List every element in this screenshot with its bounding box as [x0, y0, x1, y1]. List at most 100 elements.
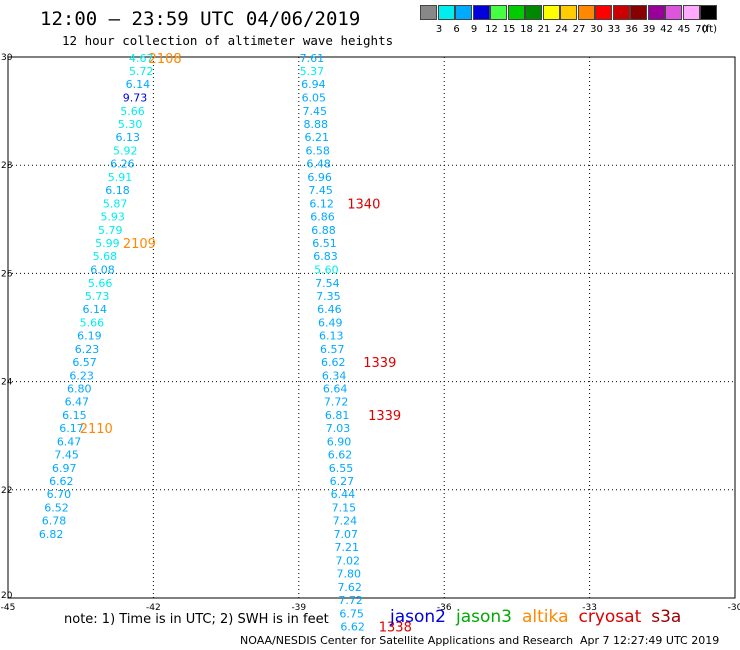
- wave-height-label: 6.08: [90, 264, 115, 277]
- wave-height-label: 6.86: [310, 211, 335, 224]
- wave-height-label: 6.83: [313, 250, 338, 263]
- wave-height-label: 6.49: [318, 317, 343, 330]
- x-tick-label: -45: [1, 603, 16, 613]
- color-swatch: [525, 5, 542, 20]
- wave-height-label: 6.23: [75, 343, 100, 356]
- wave-height-label: 5.79: [98, 224, 123, 237]
- wave-height-label: 5.99: [95, 237, 120, 250]
- wave-height-label: 5.92: [113, 145, 138, 158]
- color-swatch: [647, 5, 665, 20]
- color-swatch: [490, 5, 507, 20]
- wave-height-label: 6.18: [105, 184, 130, 197]
- color-scale-label: 24: [555, 24, 568, 35]
- wave-height-label: 7.45: [303, 105, 328, 118]
- wave-height-label: 7.03: [326, 422, 351, 435]
- wave-height-label: 7.02: [336, 555, 361, 568]
- color-swatch: [665, 5, 682, 20]
- wave-height-label: 6.96: [307, 171, 332, 184]
- wave-height-label: 6.19: [77, 330, 102, 343]
- wave-height-label: 6.13: [115, 131, 140, 144]
- wave-height-label: 6.14: [83, 303, 108, 316]
- color-scale-label: 33: [607, 24, 621, 35]
- wave-height-label: 6.81: [325, 409, 350, 422]
- wave-height-label: 5.66: [88, 277, 113, 290]
- wave-height-label: 6.62: [328, 449, 353, 462]
- legend-item: s3a: [651, 607, 682, 627]
- color-scale-label: 9: [470, 24, 478, 35]
- legend-item: cryosat: [578, 607, 642, 627]
- wave-height-label: 6.80: [67, 383, 92, 396]
- wave-height-label: 6.52: [44, 502, 69, 515]
- wave-height-label: 7.24: [333, 515, 358, 528]
- wave-height-label: 7.07: [334, 528, 359, 541]
- wave-height-label: 5.73: [85, 290, 110, 303]
- wave-height-label: 6.57: [72, 356, 97, 369]
- wave-height-label: 6.70: [47, 488, 72, 501]
- wave-height-label: 9.73: [123, 92, 148, 105]
- wave-height-label: 6.94: [301, 78, 326, 91]
- wave-height-label: 5.68: [93, 250, 118, 263]
- wave-height-label: 6.58: [305, 145, 330, 158]
- time-label: 1340: [347, 198, 380, 213]
- wave-height-label: 7.35: [316, 290, 341, 303]
- y-tick-label: 20: [1, 591, 13, 601]
- time-label: 1339: [363, 356, 396, 371]
- plot-frame: [7, 56, 736, 599]
- wave-height-label: 6.62: [49, 475, 74, 488]
- page-title: 12:00 — 23:59 UTC 04/06/2019: [40, 8, 361, 30]
- wave-height-label: 7.62: [337, 581, 362, 594]
- wave-height-label: 7.72: [324, 396, 349, 409]
- wave-height-label: 7.45: [54, 449, 79, 462]
- color-swatch: [577, 5, 595, 20]
- x-tick-label: -42: [146, 603, 161, 613]
- color-scale-label: 45: [677, 24, 691, 35]
- wave-height-label: 6.15: [62, 409, 87, 422]
- color-swatch: [612, 5, 630, 20]
- x-tick-label: -39: [291, 603, 306, 613]
- wave-height-label: 6.13: [319, 330, 344, 343]
- color-scale-label: 18: [520, 24, 533, 35]
- wave-height-label: 5.60: [314, 264, 339, 277]
- time-label: 2110: [80, 422, 113, 437]
- wave-height-label: 7.72: [338, 594, 363, 607]
- wave-height-label: 6.05: [302, 92, 327, 105]
- legend-item: jason2: [390, 607, 446, 627]
- wave-height-label: 6.46: [317, 303, 342, 316]
- wave-height-label: 6.27: [330, 475, 355, 488]
- wave-height-label: 6.82: [39, 528, 64, 541]
- wave-height-label: 7.21: [335, 541, 360, 554]
- wave-height-label: 5.37: [300, 65, 325, 78]
- color-scale-label: 36: [625, 24, 638, 35]
- wave-height-label: 5.87: [103, 198, 128, 211]
- color-scale-label: 70: [695, 24, 708, 35]
- wave-height-label: 6.44: [331, 488, 356, 501]
- wave-height-label: 6.47: [65, 396, 90, 409]
- credit-line: NOAA/NESDIS Center for Satellite Applica…: [240, 634, 574, 647]
- y-tick-label: 26: [1, 269, 13, 279]
- generated-timestamp: Apr 7 12:27:49 UTC 2019: [580, 634, 720, 647]
- color-swatch: [455, 5, 472, 20]
- wave-height-label: 7.45: [308, 184, 333, 197]
- wave-height-label: 6.57: [320, 343, 345, 356]
- y-tick-label: 22: [1, 486, 12, 496]
- wave-height-label: 6.62: [321, 356, 346, 369]
- wave-height-label: 7.80: [336, 568, 361, 581]
- color-scale-label: 27: [572, 24, 586, 35]
- wave-height-label: 7.15: [332, 502, 357, 515]
- wave-height-label: 5.72: [129, 65, 154, 78]
- color-swatch: [630, 5, 647, 20]
- wave-height-label: 6.34: [322, 370, 347, 383]
- wave-height-label: 6.62: [340, 621, 365, 634]
- color-swatch: [560, 5, 577, 20]
- color-swatch: [420, 5, 437, 20]
- time-label: 2108: [149, 52, 182, 67]
- wave-height-label: 6.26: [110, 158, 135, 171]
- legend-item: altika: [522, 607, 569, 627]
- x-tick-label: -33: [582, 603, 597, 613]
- wave-height-label: 5.30: [118, 118, 143, 131]
- wave-height-label: 6.75: [339, 608, 364, 621]
- color-scale-unit: (ft): [702, 24, 718, 35]
- wave-height-label: 6.14: [126, 78, 151, 91]
